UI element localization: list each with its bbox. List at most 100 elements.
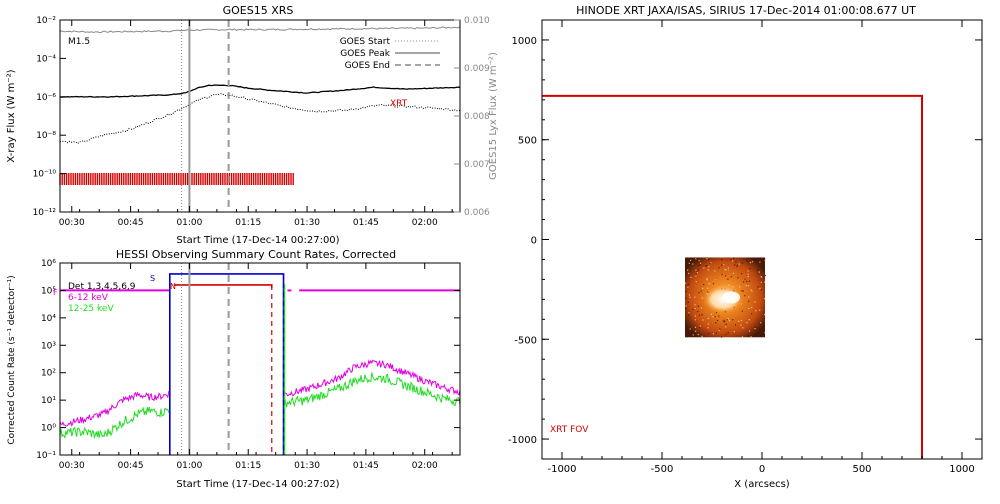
xrt-image-speckle [692,308,694,311]
xrt-image-speckle [706,258,708,260]
xrt-image-speckle [759,309,761,311]
xrt-panel: HINODE XRT JAXA/ISAS, SIRIUS 17-Dec-2014… [508,4,983,490]
xrt-image-speckle [703,283,705,286]
legend-6-12-kev: 6-12 keV [68,293,109,303]
xrt-image-speckle [754,327,756,329]
goes-x-tick-label: 01:15 [235,218,261,228]
hessi-y-tick-label: 10⁶ [41,259,56,269]
xrt-image-speckle [747,273,749,275]
xrt-image-speckle [715,322,717,324]
goes-y2-axis-label: GOES15 Lyx Flux (W m⁻²) [488,52,499,180]
xrt-fov-box [542,94,923,459]
xrt-title: HINODE XRT JAXA/ISAS, SIRIUS 17-Dec-2014… [576,4,916,17]
xrt-image-speckle [694,326,697,328]
goes-long-channel-line [59,84,461,98]
xrt-image-speckle [734,324,737,326]
hessi-panel: HESSI Observing Summary Count Rates, Cor… [7,248,461,490]
hessi-flag-f: F [53,288,58,297]
xrt-image-speckle [706,265,708,267]
xrt-image-speckle [740,319,742,322]
xrt-image-speckle [700,307,703,309]
xrt-x-tick-label: -1000 [547,464,576,475]
xrt-image-speckle [694,315,696,317]
goes-y-ticks: 10⁻² 10⁻⁴ 10⁻⁶ 10⁻⁸ 10⁻¹⁰ 10⁻¹² [33,16,66,218]
goes-y-tick-label: 10⁻¹⁰ [33,170,57,180]
goes-x-tick-label: 00:45 [118,218,144,228]
hessi-x-axis-label: Start Time (17-Dec-14 00:27:02) [176,479,339,490]
xrt-image-speckle [718,329,720,331]
goes-y-tick-label: 10⁻⁶ [36,93,56,103]
xrt-image-speckle [760,281,762,283]
xrt-image-speckle [731,260,734,262]
xrt-image-speckle [707,323,709,325]
goes-y-tick-label: 10⁻² [36,16,56,26]
xrt-image-speckle [721,336,723,338]
xrt-image-speckle [705,265,707,267]
xrt-image-speckle [733,331,735,333]
xrt-image-speckle [695,258,697,260]
xrt-image-speckle [727,267,729,269]
xrt-image-speckle [725,326,727,328]
xrt-image-speckle [706,279,708,281]
xrt-image-speckle [750,336,752,338]
hessi-x-tick-label: 01:30 [294,461,320,471]
xrt-image-speckle [742,290,744,292]
hessi-y-tick-label: 10² [41,369,56,379]
xrt-image-speckle [715,278,717,280]
hessi-y-tick-label: 10¹ [41,396,56,406]
xrt-image-speckle [688,262,690,264]
xrt-image-speckle [712,283,715,285]
xrt-image-speckle [696,272,698,274]
goes-y-tick-label: 10⁻⁴ [36,54,56,64]
xrt-image-speckle [721,264,723,266]
xrt-x-tick-label: 1000 [949,464,974,475]
xrt-flare-core [722,291,740,304]
goes-panel: GOES15 XRS 00:30 00:45 01:00 01:15 01:30 01:4… [6,4,499,246]
xrt-image-speckle [697,305,699,307]
xrt-image-speckle [748,319,750,321]
xrt-image-speckle [690,259,692,261]
xrt-image-speckle [724,321,726,323]
xrt-image-speckle [714,270,716,272]
xrt-image-speckle [759,334,761,337]
xrt-image-speckle [747,270,749,272]
hessi-series-6-12-line [59,390,171,427]
goes-y2-tick-label: 0.009 [464,64,490,74]
xrt-image-speckle [714,316,716,318]
hessi-event-lines [181,263,285,455]
xrt-image-speckle [686,336,688,338]
xrt-image-speckle [764,281,766,283]
xrt-image-speckle [755,310,757,312]
xrt-image-speckle [702,287,704,289]
xrt-image-speckle [697,310,699,313]
xrt-image-speckle [692,263,694,265]
xrt-image-speckle [730,259,732,261]
hessi-y-tick-label: 10⁻¹ [36,451,56,461]
xrt-fov-label: XRT FOV [550,425,589,435]
hessi-x-tick-label: 01:45 [353,461,379,471]
xrt-image-speckle [754,301,756,303]
xrt-image-speckle [747,285,750,287]
xrt-image-speckle [694,307,696,310]
xrt-image-speckle [750,289,752,291]
xrt-observation-bar [59,173,294,185]
hessi-series-12-25-line [283,372,461,408]
xrt-image-speckle [695,273,697,275]
xrt-image-speckle [721,273,723,275]
xrt-image-speckle [748,307,750,309]
xrt-y-tick-label: 1000 [512,36,537,47]
xrt-image-speckle [706,287,709,289]
xrt-image-speckle [733,257,735,259]
xrt-image-speckle [728,284,730,286]
xrt-image-speckle [737,277,739,279]
xrt-image-speckle [738,320,740,322]
xrt-image-speckle [732,272,735,274]
hessi-legend: Det 1,3,4,5,6,9 6-12 keV 12-25 keV [68,282,136,314]
hessi-series-layer [59,273,461,455]
hessi-series-6-12-line [283,359,461,397]
xrt-image-speckle [746,322,748,324]
xrt-image-speckle [723,264,725,266]
xrt-image-speckle [727,317,729,320]
xrt-image-speckle [751,290,753,292]
xrt-image-speckle [701,314,703,316]
